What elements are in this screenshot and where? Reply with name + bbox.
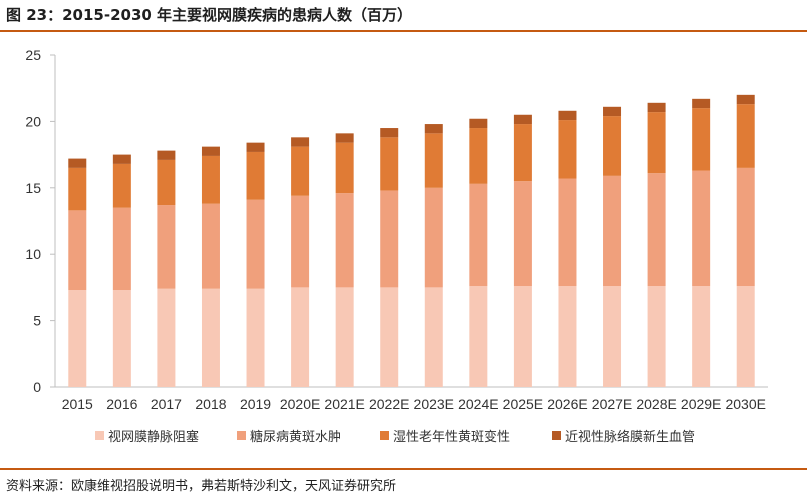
legend-label-1: 视网膜静脉阻塞	[108, 429, 199, 445]
bar-segment-4	[335, 133, 354, 143]
y-tick-label: 0	[33, 379, 41, 395]
bar-segment-1	[692, 286, 711, 387]
bar-segment-2	[513, 181, 532, 287]
x-tick-label: 2022E	[369, 396, 409, 412]
bar-segment-2	[291, 195, 310, 288]
bar-segment-3	[692, 108, 711, 171]
bar-segment-2	[246, 199, 265, 289]
bar-segment-2	[736, 167, 755, 287]
bar-segment-2	[469, 183, 488, 287]
x-tick-label: 2015	[62, 396, 93, 412]
x-tick-label: 2019	[240, 396, 271, 412]
bar-segment-4	[692, 98, 711, 109]
bar-segment-3	[558, 120, 577, 179]
bar-segment-4	[380, 128, 399, 138]
bar-segment-1	[201, 288, 220, 387]
source-note: 资料来源：欧康维视招股说明书，弗若斯特沙利文，天风证券研究所	[6, 479, 397, 494]
bar-segment-3	[335, 142, 354, 194]
x-tick-label: 2028E	[636, 396, 676, 412]
x-tick-label: 2016	[106, 396, 137, 412]
bar-segment-4	[603, 106, 622, 117]
bar-segment-3	[380, 137, 399, 191]
bar-segment-4	[68, 158, 87, 168]
bar-segment-4	[424, 124, 443, 134]
bar-segment-2	[603, 175, 622, 287]
legend-label-4: 近视性脉络膜新生血管	[565, 429, 695, 445]
bar-segment-4	[736, 94, 755, 105]
bar-segment-3	[469, 128, 488, 184]
bar-segment-1	[246, 288, 265, 387]
bar-segment-1	[335, 287, 354, 387]
bar-segment-4	[157, 150, 176, 160]
bar-segment-4	[112, 154, 131, 164]
bar-segment-4	[246, 142, 265, 152]
bar-segment-4	[291, 137, 310, 147]
bar-segment-3	[647, 112, 666, 174]
bar-segment-2	[335, 193, 354, 288]
bar-segment-2	[647, 173, 666, 287]
bar-segment-2	[424, 187, 443, 288]
bar-segment-1	[291, 287, 310, 387]
x-tick-label: 2017	[151, 396, 182, 412]
legend-label-3: 湿性老年性黄斑变性	[393, 429, 510, 445]
bar-segment-3	[424, 133, 443, 188]
y-tick-label: 20	[25, 113, 41, 129]
bar-segment-3	[112, 163, 131, 208]
bar-segment-3	[736, 104, 755, 168]
bar-segment-1	[157, 288, 176, 387]
bar-segment-3	[201, 155, 220, 204]
bar-segment-3	[291, 146, 310, 196]
bar-segment-1	[558, 286, 577, 387]
bar-segment-1	[380, 287, 399, 387]
bar-segment-2	[380, 190, 399, 288]
bar-segment-4	[469, 118, 488, 129]
bar-segment-4	[513, 114, 532, 125]
bar-segment-2	[692, 170, 711, 287]
bar-segment-3	[246, 151, 265, 200]
bar-segment-1	[68, 290, 87, 387]
bar-segment-2	[112, 207, 131, 291]
x-tick-label: 2021E	[324, 396, 364, 412]
bar-segment-2	[558, 178, 577, 287]
x-tick-label: 2020E	[280, 396, 320, 412]
y-tick-label: 10	[25, 246, 41, 262]
y-tick-label: 5	[33, 313, 41, 329]
x-tick-label: 2024E	[458, 396, 498, 412]
x-tick-label: 2029E	[681, 396, 721, 412]
bar-segment-1	[647, 286, 666, 387]
bar-segment-4	[558, 110, 577, 121]
x-tick-label: 2023E	[414, 396, 454, 412]
legend-swatch-4	[552, 431, 561, 440]
bar-segment-3	[603, 116, 622, 176]
chart-title: 图 23：2015-2030 年主要视网膜疾病的患病人数（百万）	[6, 6, 413, 24]
bar-segment-1	[424, 287, 443, 387]
bar-segment-3	[68, 167, 87, 211]
bar-segment-2	[68, 210, 87, 291]
footer-rule	[0, 468, 807, 470]
legend-swatch-1	[95, 431, 104, 440]
legend-swatch-3	[380, 431, 389, 440]
y-tick-label: 15	[25, 180, 41, 196]
legend-swatch-2	[237, 431, 246, 440]
bar-segment-4	[201, 146, 220, 156]
header-rule	[0, 30, 807, 32]
bar-segment-3	[157, 159, 176, 206]
bar-segment-1	[469, 286, 488, 387]
x-tick-label: 2025E	[503, 396, 543, 412]
x-tick-label: 2018	[195, 396, 226, 412]
x-tick-label: 2027E	[592, 396, 632, 412]
bar-segment-1	[112, 290, 131, 387]
bar-segment-2	[157, 205, 176, 289]
x-tick-label: 2030E	[725, 396, 765, 412]
y-tick-label: 25	[25, 47, 41, 63]
bar-segment-1	[603, 286, 622, 387]
stacked-bar-chart: 0 5 10 15 20 25 2015 2016 2017 2018 2019 2020E 2021E…	[25, 47, 768, 445]
legend-label-2: 糖尿病黄斑水肿	[250, 429, 341, 445]
bar-segment-1	[736, 286, 755, 387]
bar-segment-2	[201, 203, 220, 289]
bar-segment-4	[647, 102, 666, 113]
bar-segment-1	[513, 286, 532, 387]
bar-segment-3	[513, 124, 532, 182]
x-tick-label: 2026E	[547, 396, 587, 412]
